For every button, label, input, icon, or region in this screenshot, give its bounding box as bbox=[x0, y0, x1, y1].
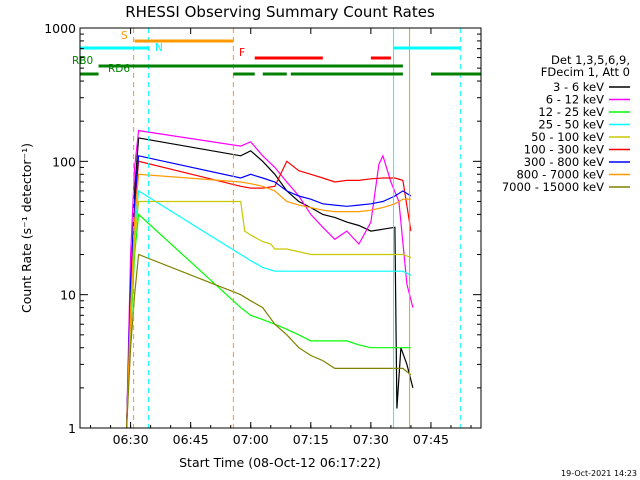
legend-label-3: 25 - 50 keV bbox=[538, 118, 604, 132]
legend: Det 1,3,5,6,9,FDecim 1, Att 03 - 6 keV6 … bbox=[502, 53, 630, 194]
flag-label-rb0: RB0 bbox=[72, 55, 93, 67]
legend-label-5: 100 - 300 keV bbox=[524, 143, 604, 157]
series-line-0 bbox=[126, 137, 414, 429]
x-axis-label: Start Time (08-Oct-12 06:17:22) bbox=[179, 455, 381, 470]
chart-title: RHESSI Observing Summary Count Rates bbox=[125, 3, 435, 21]
legend-label-7: 800 - 7000 keV bbox=[516, 168, 604, 182]
flag-label-n: N bbox=[155, 42, 163, 54]
series-line-1 bbox=[126, 129, 414, 429]
legend-header-line-0: Det 1,3,5,6,9, bbox=[551, 53, 630, 67]
y-tick-label-1: 10 bbox=[60, 288, 76, 303]
legend-label-0: 3 - 6 keV bbox=[553, 80, 604, 94]
y-tick-label-3: 1000 bbox=[44, 21, 76, 36]
legend-label-6: 300 - 800 keV bbox=[524, 155, 604, 169]
flag-label-rd6: RD6 bbox=[108, 63, 130, 75]
series-line-4 bbox=[126, 200, 412, 429]
timestamp: 19-Oct-2021 14:23 bbox=[561, 469, 637, 478]
plot-frame bbox=[79, 27, 482, 429]
flag-label-s: S bbox=[121, 30, 128, 42]
y-tick-label-2: 100 bbox=[52, 154, 76, 169]
legend-label-1: 6 - 12 keV bbox=[546, 93, 604, 107]
legend-label-4: 50 - 100 keV bbox=[531, 130, 604, 144]
series-line-6 bbox=[126, 155, 412, 429]
y-axis-label: Count Rate (s⁻¹ detector⁻¹) bbox=[19, 143, 34, 313]
legend-header-line-1: FDecim 1, Att 0 bbox=[541, 65, 630, 79]
legend-label-8: 7000 - 15000 keV bbox=[502, 180, 604, 194]
series-layer bbox=[126, 129, 414, 429]
x-tick-label-5: 07:45 bbox=[413, 432, 449, 447]
series-line-5 bbox=[126, 160, 412, 429]
x-tick-label-3: 07:15 bbox=[293, 432, 329, 447]
x-tick-label-1: 06:45 bbox=[173, 432, 209, 447]
x-tick-label-0: 06:30 bbox=[113, 432, 149, 447]
x-axis-ticks: 06:30 06:45 07:00 07:15 07:30 07:45 bbox=[90, 28, 472, 447]
x-tick-label-2: 07:00 bbox=[233, 432, 269, 447]
legend-label-2: 12 - 25 keV bbox=[538, 105, 604, 119]
y-axis-ticks: 1 10 100 1000 bbox=[44, 21, 481, 436]
series-line-7 bbox=[126, 173, 411, 429]
y-tick-label-0: 1 bbox=[68, 421, 76, 436]
flag-bar-layer: S N F RB0 RD6 bbox=[72, 30, 481, 76]
flag-label-f: F bbox=[239, 47, 245, 59]
x-tick-label-4: 07:30 bbox=[353, 432, 389, 447]
series-line-8 bbox=[126, 253, 412, 429]
series-line-2 bbox=[126, 213, 411, 429]
